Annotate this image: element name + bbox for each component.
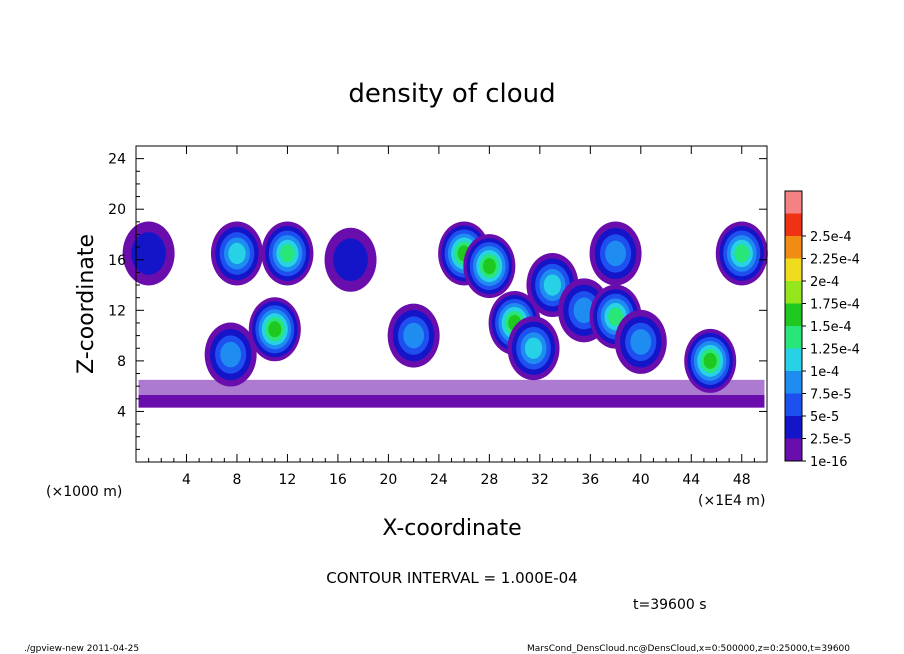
contour-interval: CONTOUR INTERVAL = 1.000E-04: [326, 569, 577, 587]
colorbar-label: 1e-4: [810, 365, 839, 380]
x-tick-label: 36: [581, 472, 599, 488]
cloud-contour: [220, 341, 242, 368]
x-tick-label: 40: [632, 472, 650, 488]
cloud-contour: [228, 242, 246, 265]
colorbar-label: 5e-5: [810, 410, 839, 425]
cloud-cell: [261, 221, 314, 286]
colorbar-swatch: [785, 258, 802, 281]
cloud-contour: [703, 352, 717, 369]
plot-background: [136, 146, 767, 462]
cloud-cell: [589, 221, 642, 286]
y-tick-label: 12: [108, 303, 126, 319]
y-axis-label: Z-coordinate: [74, 234, 99, 374]
x-tick-label: 4: [182, 472, 191, 488]
y-tick-label: 20: [108, 202, 126, 218]
x-tick-label: 28: [480, 472, 498, 488]
cloud-cell: [614, 309, 667, 374]
colorbar-label: 2.25e-4: [810, 253, 860, 268]
cloud-contour: [608, 307, 623, 326]
cloud-cell: [507, 316, 560, 381]
cloud-base-layer: [138, 395, 765, 408]
y-tick-label: 4: [117, 404, 126, 420]
x-tick-label: 32: [531, 472, 549, 488]
cloud-cell: [589, 284, 642, 349]
cloud-cell: [324, 227, 377, 292]
colorbar-swatch: [785, 303, 802, 326]
cloud-contour: [734, 244, 750, 263]
colorbar-swatch: [785, 371, 802, 394]
colorbar-swatch: [785, 438, 802, 461]
footer-right: MarsCond_DensCloud.nc@DensCloud,x=0:5000…: [527, 644, 850, 654]
chart-title: density of cloud: [348, 79, 555, 109]
cloud-contour: [630, 329, 652, 355]
cloud-contour: [268, 321, 282, 338]
colorbar: 1e-16 2.5e-5 5e-5 7.5e-5 1e-4 1.25e-4 1.5e-4 1.…: [784, 190, 860, 470]
cloud-cell: [463, 234, 516, 299]
x-tick-label: 12: [279, 472, 297, 488]
colorbar-swatch: [785, 191, 802, 214]
colorbar-swatch: [785, 213, 802, 236]
time-label: t=39600 s: [633, 597, 707, 613]
colorbar-swatch: [785, 236, 802, 259]
cloud-cell: [204, 322, 257, 387]
colorbar-label: 1.25e-4: [810, 343, 860, 358]
x-unit-right: (×1E4 m): [698, 493, 765, 509]
colorbar-label: 7.5e-5: [810, 388, 852, 403]
x-tick-label: 48: [733, 472, 751, 488]
cloud-contour: [280, 244, 295, 263]
cloud-contour: [482, 258, 496, 275]
cloud-cell: [387, 303, 440, 368]
cloud-contour: [573, 297, 595, 324]
colorbar-label: 2.5e-5: [810, 433, 852, 448]
colorbar-label: 1e-16: [810, 455, 848, 470]
cloud-cell: [248, 297, 301, 362]
y-tick-label: 24: [108, 152, 126, 168]
x-tick-label: 24: [430, 472, 448, 488]
colorbar-swatch: [785, 416, 802, 439]
cloud-cell: [210, 221, 263, 286]
x-tick-label: 8: [232, 472, 241, 488]
colorbar-label: 2e-4: [810, 275, 839, 290]
colorbar-label: 2.5e-4: [810, 230, 852, 245]
cloud-field: [122, 221, 768, 408]
cloud-contour: [524, 337, 543, 359]
cloud-base-layer-upper: [138, 379, 765, 396]
colorbar-swatch: [785, 348, 802, 371]
colorbar-swatch: [785, 393, 802, 416]
x-axis-label: X-coordinate: [382, 516, 521, 541]
cloud-contour: [605, 240, 626, 267]
y-tick-label: 16: [108, 253, 126, 269]
x-tick-label: 20: [379, 472, 397, 488]
cloud-contour: [333, 238, 368, 282]
footer-left: ./gpview-new 2011-04-25: [24, 644, 139, 654]
cloud-cell: [122, 221, 175, 286]
x-unit-left: (×1000 m): [46, 484, 122, 500]
cloud-contour: [403, 322, 425, 349]
cloud-contour: [543, 274, 562, 296]
y-tick-label: 8: [117, 354, 126, 370]
x-tick-label: 44: [682, 472, 700, 488]
cloud-cell: [715, 221, 768, 286]
cloud-contour: [131, 232, 166, 275]
colorbar-label: 1.75e-4: [810, 298, 860, 313]
colorbar-swatch: [785, 326, 802, 349]
colorbar-swatch: [785, 281, 802, 304]
x-tick-label: 16: [329, 472, 347, 488]
cloud-cell: [684, 328, 737, 393]
colorbar-label: 1.5e-4: [810, 320, 852, 335]
